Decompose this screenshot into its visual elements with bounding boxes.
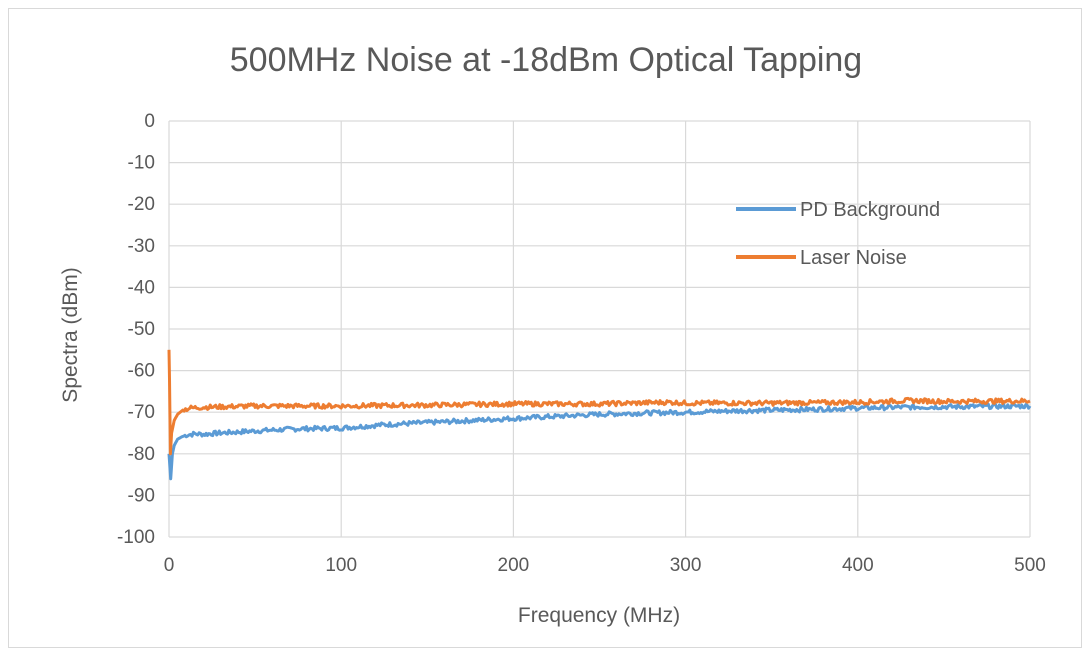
y-tick-label: -10 <box>128 153 155 174</box>
y-tick-label: 0 <box>144 111 155 132</box>
legend-label-pd-background: PD Background <box>800 199 940 221</box>
y-tick-label: -80 <box>128 444 155 465</box>
x-tick-label: 0 <box>164 555 175 576</box>
y-tick-label: -100 <box>117 527 155 548</box>
gridlines <box>168 120 1031 538</box>
y-tick-label: -50 <box>128 319 155 340</box>
y-tick-label: -20 <box>128 194 155 215</box>
series-line-laser-noise <box>167 349 1031 456</box>
y-tick-label: -30 <box>128 236 155 257</box>
x-axis-label: Frequency (MHz) <box>518 604 680 627</box>
y-axis-label: Spectra (dBm) <box>59 267 82 402</box>
x-tick-label: 200 <box>498 555 530 576</box>
line-chart: 500MHz Noise at -18dBm Optical Tapping 0… <box>59 41 1046 627</box>
legend-label-laser-noise: Laser Noise <box>800 247 907 269</box>
series-line-pd-background <box>167 402 1032 481</box>
series-lines <box>167 349 1032 481</box>
x-tick-label: 400 <box>842 555 874 576</box>
y-axis-ticks: 0 -10 -20 -30 -40 -50 -60 -70 -80 -90 -100 <box>117 111 155 548</box>
chart-title: 500MHz Noise at -18dBm Optical Tapping <box>230 41 862 79</box>
y-tick-label: -60 <box>128 361 155 382</box>
x-axis-ticks: 0 100 200 300 400 500 <box>164 555 1046 576</box>
y-tick-label: -90 <box>128 485 155 506</box>
y-tick-label: -40 <box>128 277 155 298</box>
y-tick-label: -70 <box>128 402 155 423</box>
x-tick-label: 500 <box>1014 555 1046 576</box>
chart-frame: 500MHz Noise at -18dBm Optical Tapping 0… <box>8 8 1082 648</box>
x-tick-label: 100 <box>325 555 357 576</box>
legend: PD Background Laser Noise <box>736 199 940 269</box>
x-tick-label: 300 <box>670 555 702 576</box>
